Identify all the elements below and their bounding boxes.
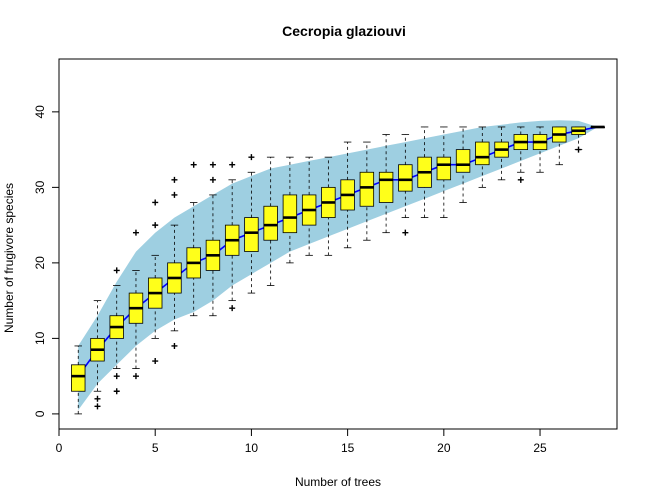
outlier-point (209, 176, 216, 183)
outlier-point (171, 191, 178, 198)
box-15 (340, 141, 355, 249)
outlier-point (94, 395, 101, 402)
y-tick-label: 20 (33, 256, 47, 270)
outlier-point (152, 199, 159, 206)
x-tick-label: 0 (56, 441, 63, 455)
outlier-point (94, 403, 101, 410)
box-20 (436, 126, 452, 218)
outlier-point (229, 161, 236, 168)
x-axis: 0 5 10 15 20 25 (56, 429, 547, 455)
box-body (263, 205, 278, 241)
box-13 (301, 156, 317, 256)
x-tick-label: 15 (341, 441, 355, 455)
outlier-point (402, 229, 409, 236)
outlier-point (171, 176, 178, 183)
outlier-point (113, 388, 120, 395)
box-27 (571, 126, 586, 153)
outlier-point (132, 229, 139, 236)
box-21 (455, 126, 471, 203)
y-tick-label: 30 (33, 180, 47, 194)
box-body (378, 171, 394, 203)
y-axis: 0 10 20 30 40 (33, 105, 59, 417)
box-body (398, 164, 413, 192)
box-16 (359, 141, 375, 241)
box-1 (71, 345, 86, 415)
y-axis-label: Number of frugivore species (2, 183, 16, 333)
box-5 (148, 199, 163, 365)
outlier-point (171, 342, 178, 349)
outlier-point (152, 358, 159, 365)
box-body (244, 217, 259, 252)
box-12 (282, 156, 298, 264)
box-25 (532, 126, 548, 173)
outlier-point (190, 161, 197, 168)
box-14 (321, 156, 336, 256)
x-tick-label: 25 (533, 441, 547, 455)
outlier-point (113, 267, 120, 274)
box-28 (590, 125, 605, 129)
chart-title: Cecropia glaziouvi (282, 23, 406, 39)
box-22 (475, 126, 490, 188)
box-11 (263, 156, 278, 286)
box-7 (186, 161, 201, 317)
box-body (455, 149, 471, 173)
box-10 (244, 154, 259, 294)
y-tick-label: 0 (33, 410, 47, 417)
y-tick-label: 10 (33, 331, 47, 345)
box-18 (398, 134, 413, 236)
outlier-point (248, 154, 255, 161)
box-6 (167, 176, 182, 349)
box-26 (552, 126, 567, 166)
outlier-point (517, 176, 524, 183)
box-9 (224, 161, 240, 312)
y-tick-label: 40 (33, 105, 47, 119)
box-17 (378, 134, 394, 234)
box-3 (109, 267, 124, 395)
box-body (282, 194, 298, 234)
box-2 (90, 300, 105, 410)
confidence-band (78, 120, 598, 411)
plot-layer (71, 120, 605, 415)
outlier-point (209, 161, 216, 168)
x-tick-label: 20 (437, 441, 451, 455)
box-body (436, 156, 452, 181)
x-tick-label: 5 (152, 441, 159, 455)
box-body (71, 364, 86, 392)
outlier-point (229, 305, 236, 312)
x-tick-label: 10 (245, 441, 259, 455)
box-body (359, 171, 375, 207)
box-8 (205, 161, 221, 317)
outlier-point (132, 373, 139, 380)
outlier-point (152, 222, 159, 229)
plot-frame (58, 58, 618, 430)
outlier-point (113, 373, 120, 380)
box-23 (494, 126, 509, 181)
box-19 (417, 126, 432, 218)
box-24 (513, 126, 528, 183)
box-body (475, 141, 490, 166)
outlier-point (575, 146, 582, 153)
median-trend-line (77, 126, 598, 377)
x-axis-label: Number of trees (295, 475, 381, 489)
box-4 (128, 229, 144, 380)
